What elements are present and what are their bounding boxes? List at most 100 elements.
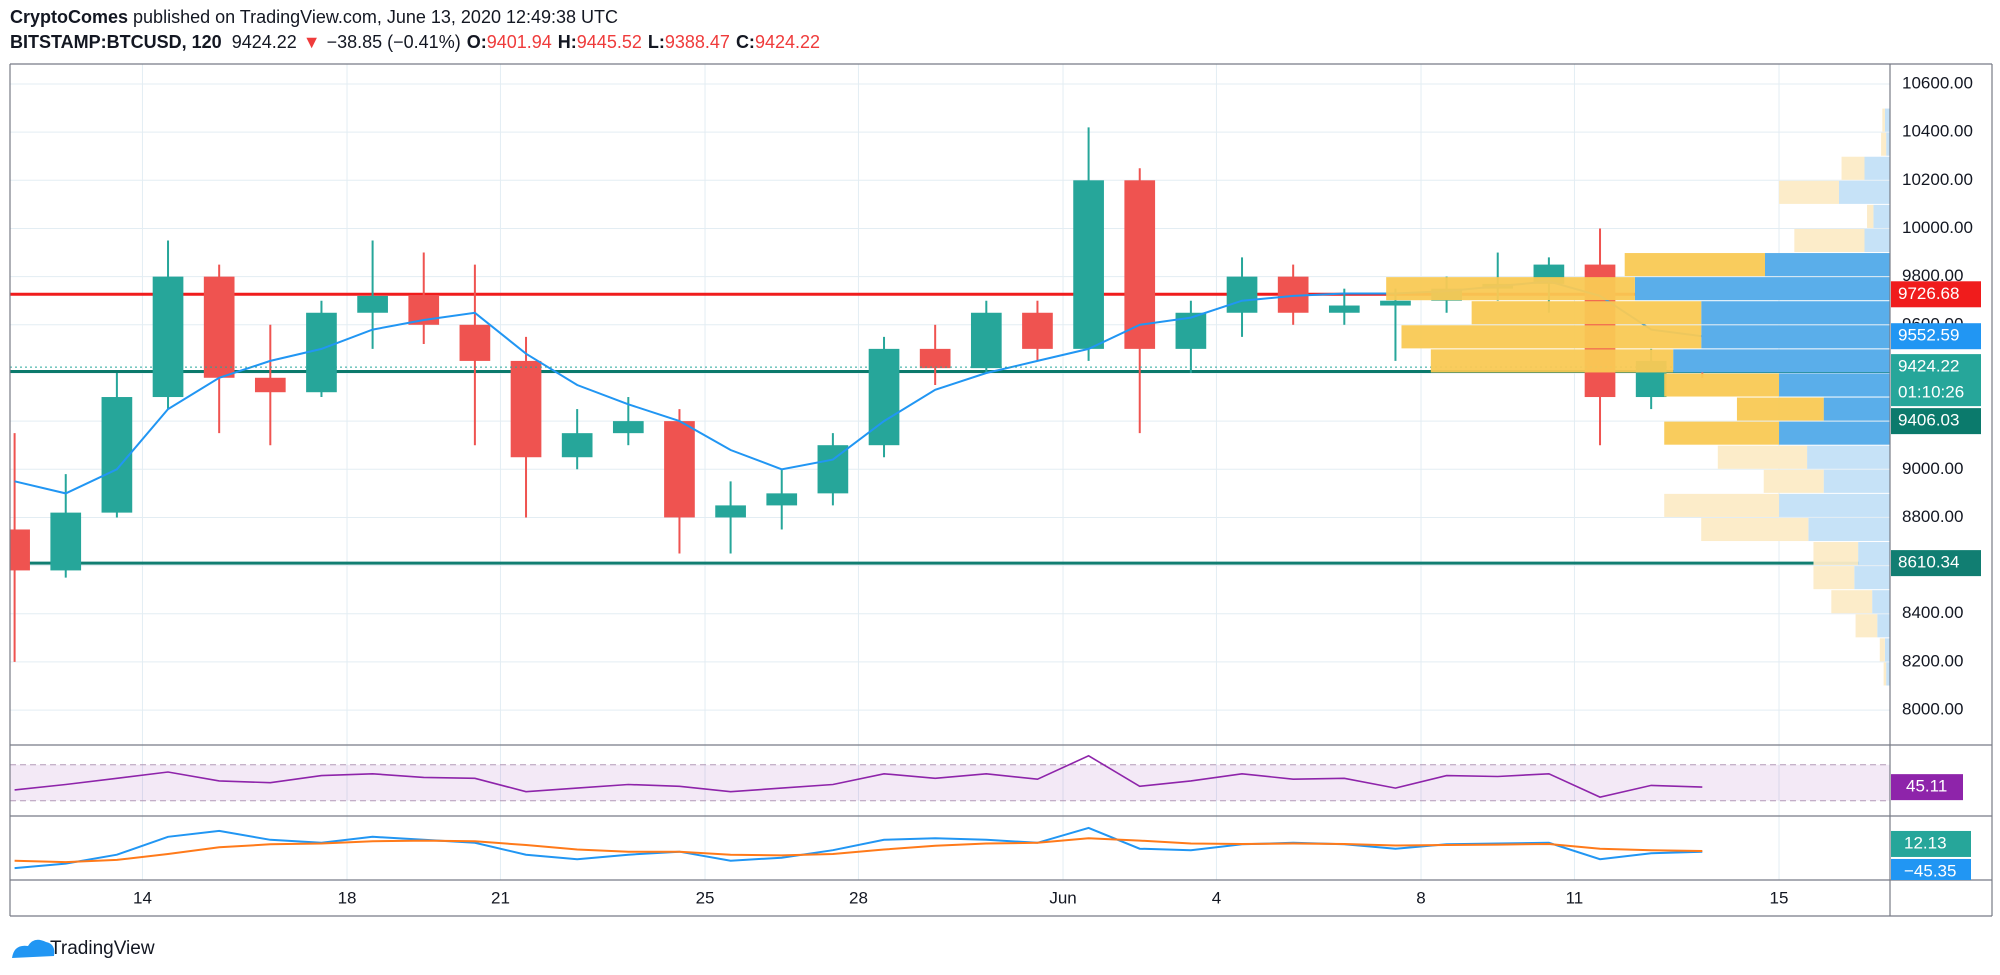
y-tick-label: 10400.00 [1902,122,1973,141]
change-arrow: ▼ [303,32,321,52]
x-tick-label: Jun [1049,888,1076,907]
x-tick-label: 28 [849,888,868,907]
profile-down [1867,204,1874,228]
profile-up [1877,614,1890,638]
price-tag [1891,354,1981,407]
ohlc-value: 9388.47 [665,32,730,52]
candle-body [868,348,900,446]
profile-up [1823,469,1890,493]
candle-body [715,505,746,518]
profile-up [1873,204,1890,228]
profile-down [1779,180,1839,204]
logo-icon [12,939,55,958]
candle-body [510,360,542,458]
profile-down [1855,614,1878,638]
x-tick-label: 21 [491,888,510,907]
ohlc-key: L: [648,32,665,52]
profile-down [1386,277,1635,301]
profile-up [1872,590,1890,614]
profile-down [1624,253,1766,277]
ohlc-value: 9424.22 [755,32,820,52]
price-tag-label: 9424.22 [1898,357,1959,376]
profile-up [1673,349,1890,373]
ohlc-key: C: [736,32,755,52]
profile-up [1858,542,1890,566]
y-tick-label: 10200.00 [1902,170,1973,189]
author: CryptoComes [10,7,128,27]
y-tick-label: 9000.00 [1902,459,1963,478]
rsi-tag-label: 45.11 [1906,777,1947,796]
ohlc-value: 9401.94 [487,32,552,52]
candle-body [459,324,491,361]
profile-down [1883,662,1887,686]
x-tick-label: 8 [1416,888,1425,907]
ohlc-key: H: [558,32,577,52]
profile-down [1881,132,1887,156]
profile-down [1841,156,1865,180]
candle-body [1073,180,1104,349]
candle-body [1022,312,1053,349]
profile-down [1664,493,1780,517]
change: −38.85 (−0.41%) [327,32,461,52]
profile-down [1430,349,1674,373]
profile-up [1886,662,1890,686]
rsi-tag [1891,774,1963,801]
candle-body [1226,276,1258,313]
profile-down [1763,469,1824,493]
candle-body [254,377,286,393]
brand: TradingView [50,938,155,959]
candle-body [203,276,235,378]
profile-up [1886,132,1890,156]
x-tick-label: 18 [338,888,357,907]
price-tag-label: 9726.68 [1898,284,1959,303]
profile-up [1808,517,1890,542]
price-tag [1891,281,1981,308]
macd-line [14,826,1703,870]
symbol-line: BITSTAMP:BTCUSD, 120 9424.22 ▼ −38.85 (−0.4… [10,32,820,52]
x-tick-label: 15 [1770,888,1789,907]
candle-body [152,276,184,398]
profile-down [1882,108,1885,132]
profile-up [1701,325,1890,349]
profile-down [1831,590,1873,614]
x-tick-label: 14 [133,888,152,907]
y-tick-label: 8400.00 [1902,603,1963,622]
profile-down [1664,373,1780,397]
candle-body [919,348,951,369]
price-tag [1891,550,1981,577]
x-tick-label: 25 [696,888,715,907]
y-tick-label: 10000.00 [1902,218,1973,237]
profile-down [1471,301,1702,325]
candle-body [970,312,1002,369]
x-tick-label: 11 [1566,888,1584,907]
profile-up [1838,180,1890,204]
candle-body [1328,305,1360,313]
macd-tag [1891,830,1971,857]
ohlc-value: 9445.52 [577,32,642,52]
macd-line [14,837,1703,864]
macd-tag [1891,858,1971,880]
profile-up [1779,373,1890,397]
price-tag-label: 8610.34 [1898,553,1959,572]
ohlc-key: O: [467,32,487,52]
candle-body [817,445,849,494]
profile-up [1779,421,1890,445]
rsi-band [10,764,1890,801]
profile-down [1794,228,1865,253]
candle-body [306,312,337,393]
y-tick-label: 8000.00 [1902,700,1963,719]
price-tag [1891,323,1981,350]
symbol: BITSTAMP:BTCUSD, 120 [10,32,222,52]
candle-body [561,433,593,458]
y-tick-label: 8200.00 [1902,651,1963,670]
y-tick-label: 10600.00 [1902,73,1973,92]
profile-up [1701,301,1890,325]
x-tick-label: 4 [1212,888,1221,907]
y-tick-label: 8800.00 [1902,507,1963,526]
profile-down [1717,445,1808,469]
profile-up [1823,397,1890,421]
header-line: CryptoComes published on TradingView.com… [10,7,618,27]
profile-down [1813,542,1859,566]
